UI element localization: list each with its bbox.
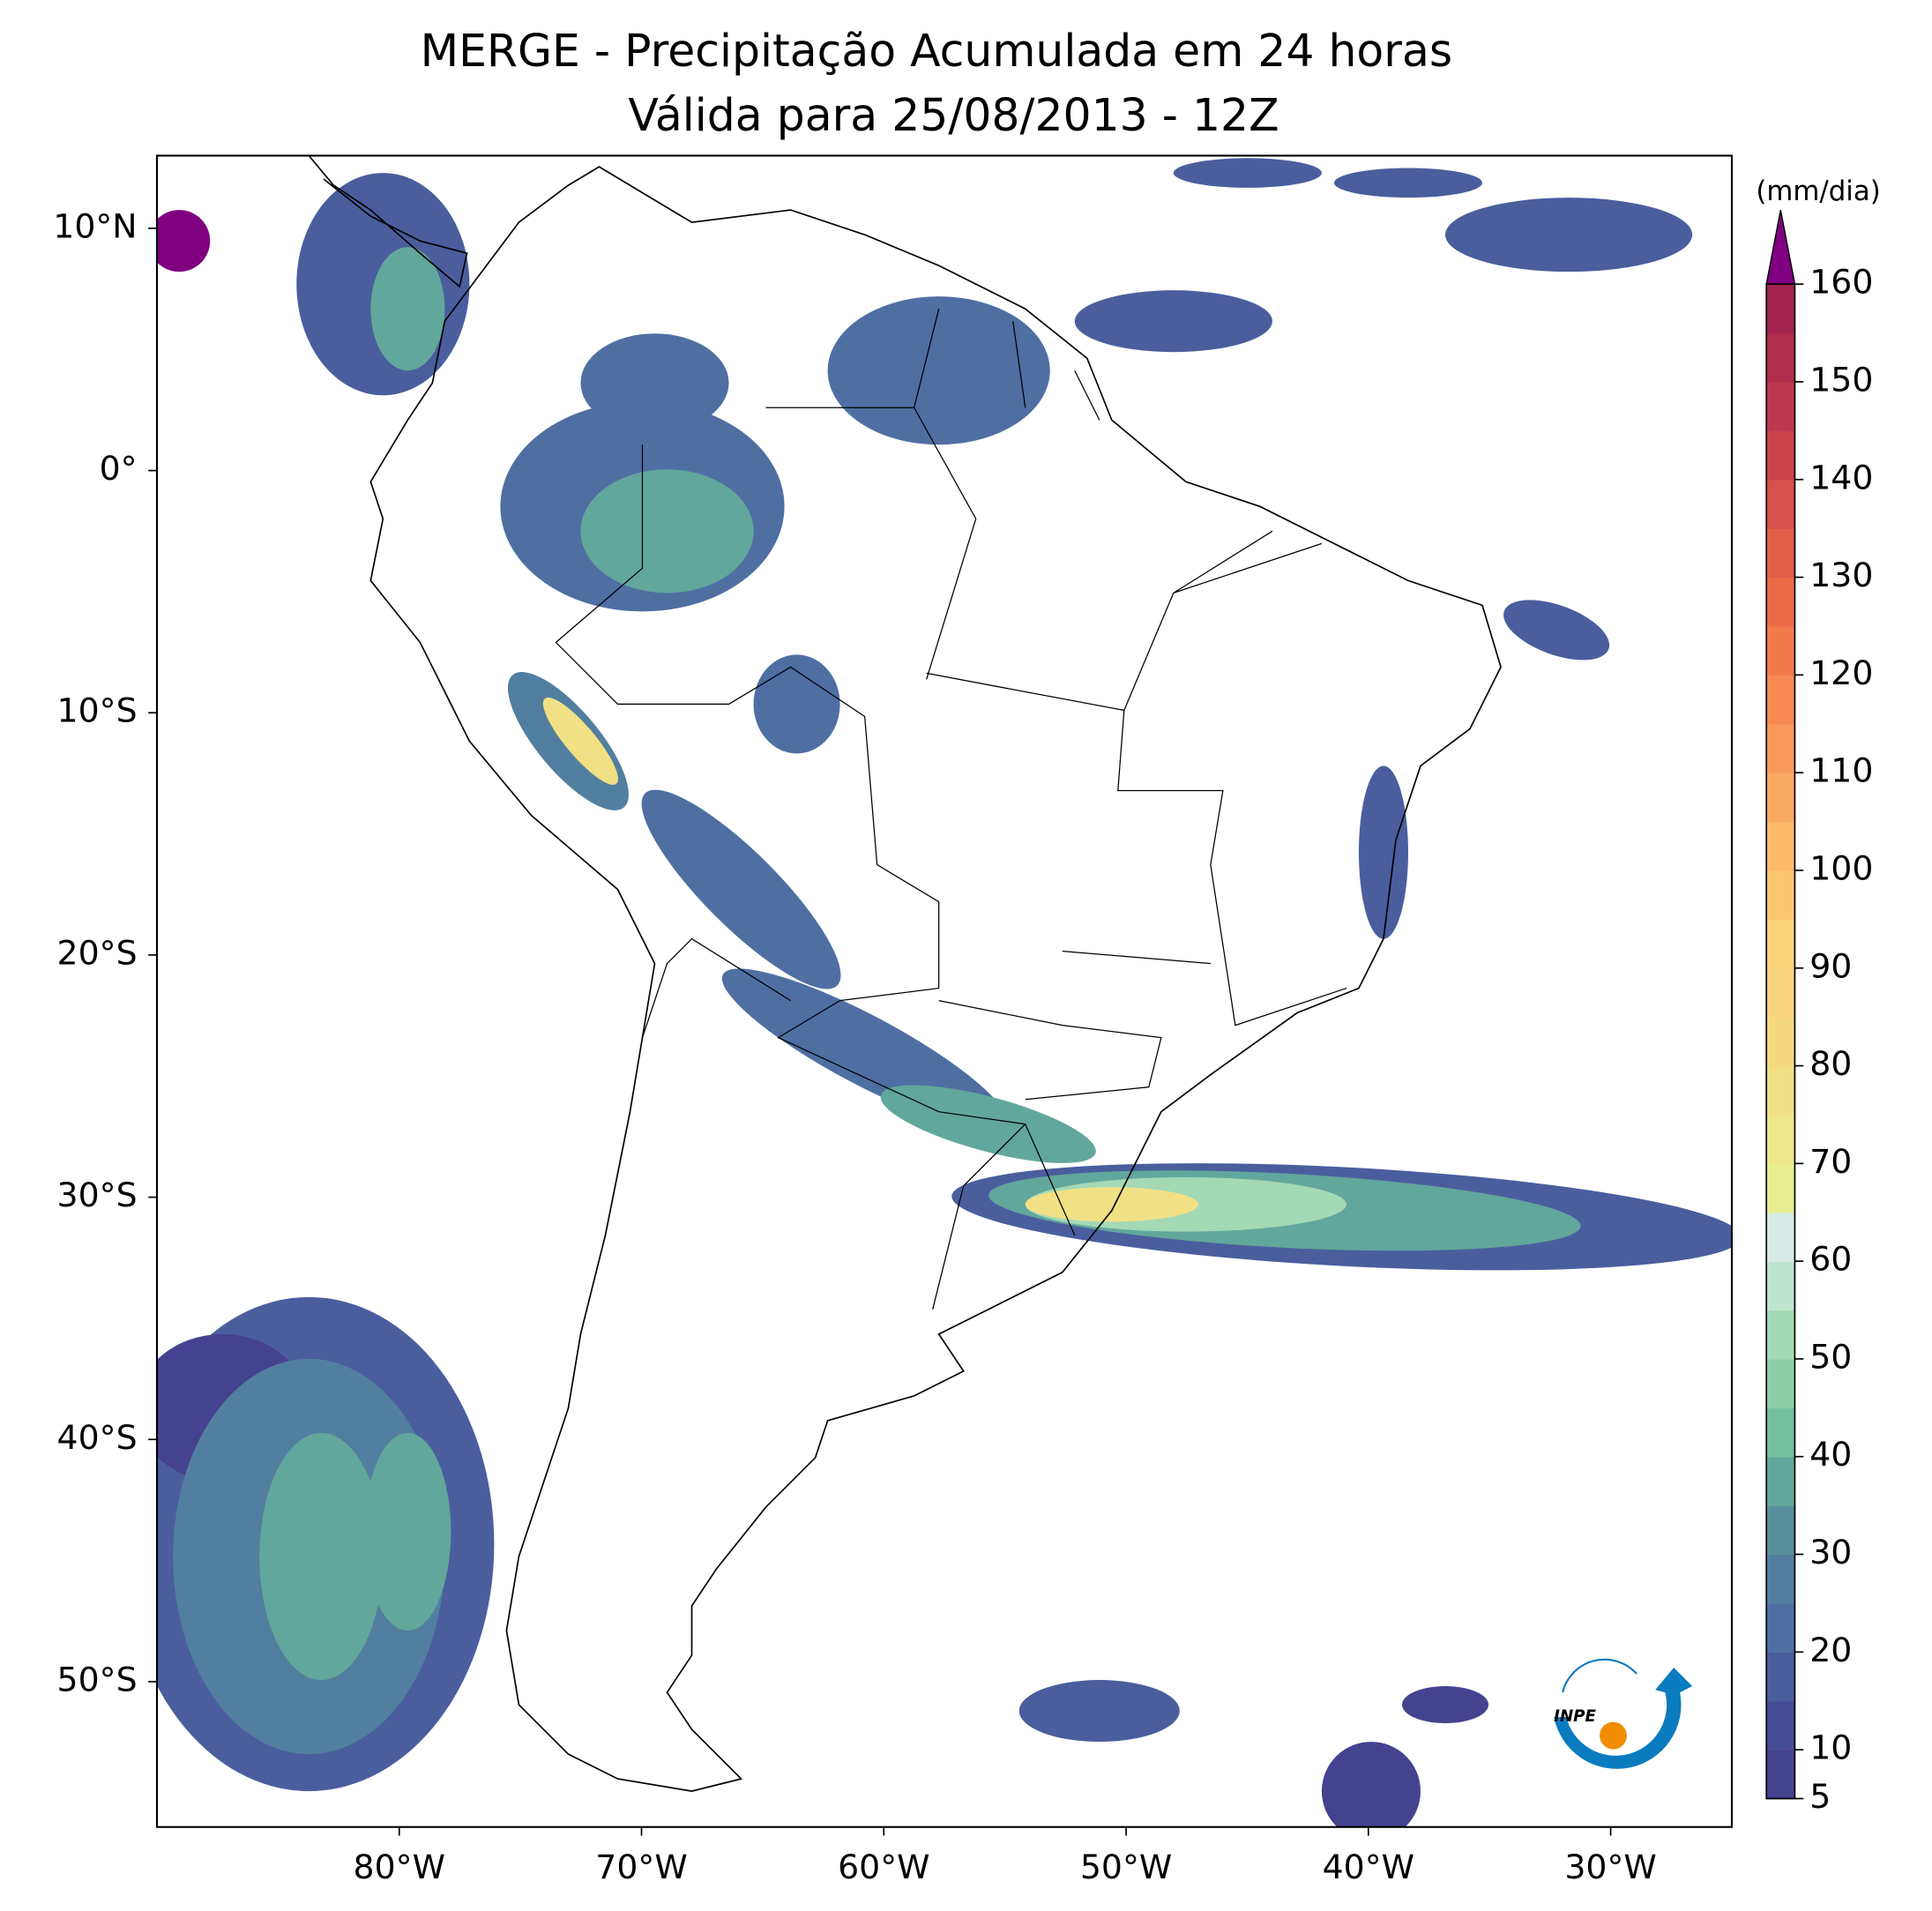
colorbar-bin [1766,1407,1795,1458]
colorbar-bin [1766,1652,1795,1702]
title: MERGE - Precipitação Acumulada em 24 hor… [421,25,1453,77]
colorbar-tick-label: 160 [1809,263,1873,302]
colorbar-bin [1766,1017,1795,1067]
map-frame [155,154,1734,1828]
colorbar-bin [1766,1261,1795,1311]
colorbar-tick-label: 5 [1809,1777,1831,1816]
colorbar-tick-label: 10 [1809,1728,1852,1767]
colorbar-tick-label: 70 [1809,1142,1852,1181]
colorbar-extend [1765,210,1796,285]
colorbar-tick-label: 20 [1809,1631,1852,1669]
colorbar-bin [1766,1456,1795,1506]
y-tick-label: 20°S [57,933,138,972]
x-tick-label: 30°W [1564,1848,1656,1886]
colorbar-tick-label: 90 [1809,946,1852,985]
colorbar-bin [1766,870,1795,921]
y-tick-label: 10°N [53,206,137,245]
colorbar-bin [1766,1358,1795,1409]
colorbar-bin [1766,1505,1795,1556]
x-tick-label: 80°W [354,1848,445,1886]
colorbar-tick-label: 140 [1809,458,1873,496]
colorbar-bin [1766,1602,1795,1653]
colorbar-bin [1766,919,1795,969]
colorbar-bin [1766,1065,1795,1116]
map-area [156,155,1732,1827]
colorbar-bin [1766,528,1795,579]
x-tick-label: 70°W [595,1848,687,1886]
borders [555,309,1347,1310]
y-tick-label: 50°S [57,1660,138,1698]
colorbar-tick-label: 50 [1809,1337,1852,1376]
colorbar-bin [1766,1750,1795,1800]
x-tick-label: 50°W [1080,1848,1172,1886]
colorbar-bin [1766,675,1795,725]
precipitation [156,158,1732,1827]
colorbar-tick-label: 100 [1809,848,1873,887]
logo-text: INPE [1554,1707,1596,1726]
colorbar-bin [1766,1700,1795,1751]
subtitle: Válida para 25/08/2013 - 12Z [628,89,1279,141]
colorbar-bin [1766,430,1795,481]
colorbar-bin [1766,625,1795,676]
y-tick-label: 30°S [57,1176,138,1214]
colorbar-tick-label: 130 [1809,556,1873,594]
colorbar-unit: (mm/dia) [1756,175,1880,207]
colorbar-bin [1766,1310,1795,1360]
colorbar-bin [1766,1114,1795,1165]
y-tick-label: 10°S [57,691,138,730]
colorbar-tick-label: 40 [1809,1435,1852,1474]
colorbar-tick-label: 80 [1809,1044,1852,1083]
colorbar-tick-label: 150 [1809,360,1873,399]
colorbar-tick-label: 30 [1809,1533,1852,1571]
south-america-coastline [369,166,1502,1792]
colorbar-bin [1766,1554,1795,1604]
colorbar-bin [1766,821,1795,871]
colorbar-bin [1766,332,1795,383]
colorbar-tick-label: 60 [1809,1240,1852,1279]
colorbar-bin [1766,967,1795,1018]
colorbar-bin [1766,1212,1795,1262]
colorbar-bin [1766,723,1795,773]
colorbar-frame [1765,283,1796,1800]
x-tick-label: 60°W [838,1848,929,1886]
colorbar-bin [1766,381,1795,432]
central-america-coastline [308,155,468,288]
y-tick-label: 0° [100,449,138,488]
colorbar-bin [1766,284,1795,334]
x-tick-label: 40°W [1323,1848,1414,1886]
colorbar-bin [1766,577,1795,627]
colorbar-bin [1766,479,1795,529]
colorbar-bin [1766,1163,1795,1213]
colorbar-tick-label: 110 [1809,751,1873,790]
inpe-logo: INPE [1554,1658,1693,1769]
colorbar-bin [1766,773,1795,823]
y-tick-label: 40°S [57,1418,138,1457]
colorbar-tick-label: 120 [1809,653,1873,692]
